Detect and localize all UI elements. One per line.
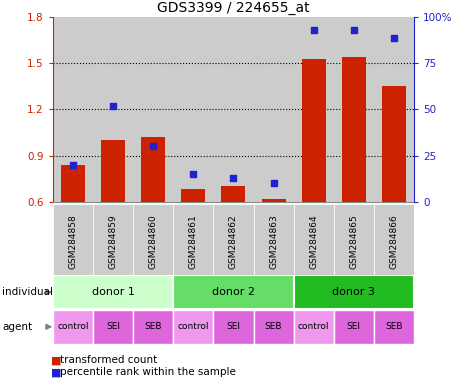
Text: GSM284862: GSM284862 [229,214,237,269]
Text: GSM284861: GSM284861 [188,214,197,269]
Bar [213,204,253,275]
Text: SEB: SEB [264,322,282,331]
Bar [173,275,293,309]
Bar [213,17,253,202]
Text: transformed count: transformed count [60,355,157,365]
Text: SEB: SEB [144,322,162,331]
Bar [61,165,85,202]
Point [389,35,397,41]
Bar [181,189,205,202]
Bar [93,17,133,202]
Bar [293,17,333,202]
Bar [261,199,285,202]
Text: GSM284858: GSM284858 [68,214,77,269]
Text: donor 2: donor 2 [212,287,254,297]
Text: SEI: SEI [346,322,360,331]
Bar [333,204,373,275]
Text: ■: ■ [50,355,61,365]
Point [69,162,77,168]
Bar [53,204,93,275]
Bar [333,310,373,344]
Bar [93,204,133,275]
Text: control: control [57,322,89,331]
Bar [133,204,173,275]
Bar [101,140,125,202]
Text: GSM284864: GSM284864 [308,214,318,269]
Bar [373,204,413,275]
Text: control: control [297,322,329,331]
Text: SEI: SEI [106,322,120,331]
Text: donor 3: donor 3 [332,287,375,297]
Text: SEB: SEB [384,322,402,331]
Bar [133,17,173,202]
Bar [53,275,173,309]
Bar [213,310,253,344]
Bar [293,204,333,275]
Text: ■: ■ [50,367,61,377]
Text: GSM284866: GSM284866 [389,214,397,269]
Bar [253,204,293,275]
Bar [173,17,213,202]
Bar [333,17,373,202]
Bar [53,310,93,344]
Point [349,27,357,33]
Text: individual: individual [2,287,53,297]
Title: GDS3399 / 224655_at: GDS3399 / 224655_at [157,1,309,15]
Text: GSM284859: GSM284859 [108,214,118,269]
Bar [53,17,93,202]
Bar [173,310,213,344]
Bar [253,17,293,202]
Point [149,143,157,149]
Bar [133,310,173,344]
Bar [293,310,333,344]
Text: agent: agent [2,322,32,332]
Bar [341,57,365,202]
Point [230,175,237,181]
Point [269,180,277,186]
Text: GSM284865: GSM284865 [348,214,358,269]
Bar [301,59,325,202]
Point [309,27,317,33]
Bar [221,186,245,202]
Text: GSM284863: GSM284863 [269,214,278,269]
Bar [373,17,413,202]
Bar [253,310,293,344]
Text: percentile rank within the sample: percentile rank within the sample [60,367,235,377]
Text: control: control [177,322,209,331]
Point [109,103,117,109]
Point [189,171,196,177]
Text: GSM284860: GSM284860 [148,214,157,269]
Text: donor 1: donor 1 [91,287,134,297]
Bar [293,275,413,309]
Bar [373,310,413,344]
Bar [381,86,405,202]
Text: SEI: SEI [226,322,240,331]
Bar [173,204,213,275]
Bar [141,137,165,202]
Bar [93,310,133,344]
